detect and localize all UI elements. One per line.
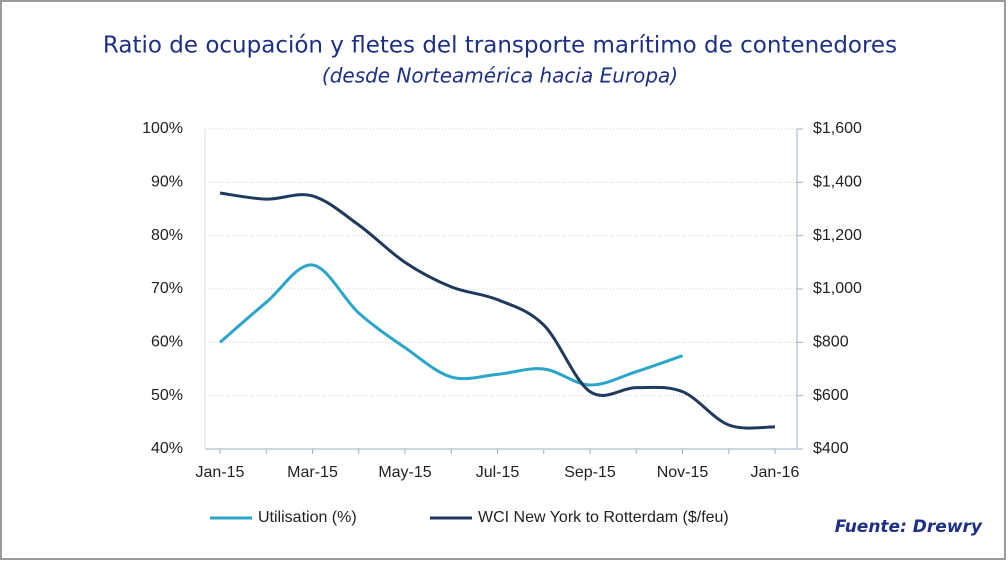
legend-label: WCI New York to Rotterdam ($/feu) — [478, 509, 729, 526]
x-tick-label: Mar-15 — [287, 464, 338, 481]
y2-tick-label: $1,400 — [813, 174, 862, 191]
y-tick-label: 80% — [151, 227, 183, 244]
source: Fuente: Drewry — [835, 517, 983, 537]
series-line — [219, 263, 683, 387]
y-tick-label: 40% — [151, 440, 183, 457]
x-tick-label: Jan-15 — [196, 464, 245, 481]
y-tick-label: 50% — [151, 387, 183, 404]
y2-tick-label: $800 — [813, 334, 849, 351]
x-tick-label: Jan-16 — [751, 464, 800, 481]
x-tick-label: Nov-15 — [657, 464, 709, 481]
y2-tick-label: $1,000 — [813, 280, 862, 297]
y-tick-label: 60% — [151, 334, 183, 351]
legend-label: Utilisation (%) — [258, 509, 357, 526]
series-line — [219, 191, 776, 430]
x-tick-label: Jul-15 — [476, 464, 520, 481]
y2-tick-label: $400 — [813, 440, 849, 457]
x-tick-label: May-15 — [378, 464, 431, 481]
y-tick-label: 100% — [142, 120, 183, 137]
y2-tick-label: $1,200 — [813, 227, 862, 244]
y2-tick-label: $1,600 — [813, 120, 862, 137]
y2-tick-label: $600 — [813, 387, 849, 404]
chart-subtitle: (desde Norteamérica hacia Europa) — [322, 64, 678, 88]
y-tick-label: 90% — [151, 174, 183, 191]
chart-title: Ratio de ocupación y fletes del transpor… — [103, 33, 897, 59]
x-tick-label: Sep-15 — [564, 464, 616, 481]
y-tick-label: 70% — [151, 280, 183, 297]
